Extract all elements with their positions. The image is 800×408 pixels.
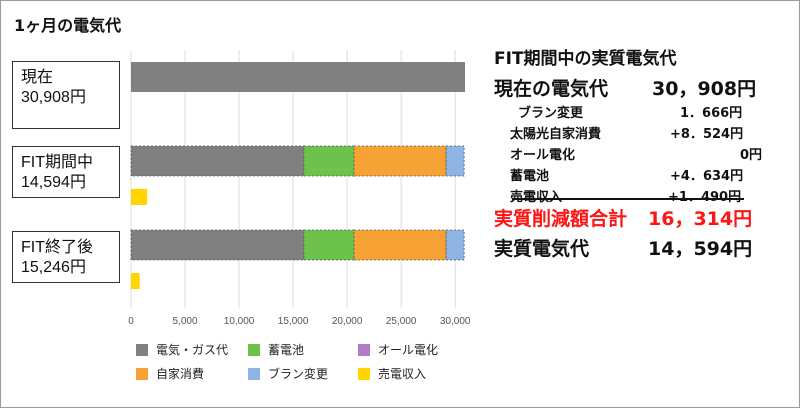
total-reduction-row: 実質削減額合計 16，314円 bbox=[494, 204, 794, 230]
adjustment-item: オール電化 0円 bbox=[510, 144, 770, 164]
net-cost-label: 実質電気代 bbox=[494, 238, 590, 260]
x-tick-label: 20,000 bbox=[332, 316, 363, 327]
category-box-fit-period-value: 14,594円 bbox=[21, 174, 86, 191]
category-box-current: 現在 30,908円 bbox=[12, 61, 120, 129]
bar-segment bbox=[131, 189, 148, 205]
adjustment-item-label: 蓄電池 bbox=[510, 169, 550, 184]
x-tick-label: 30,000 bbox=[440, 316, 471, 327]
x-tick-label: 25,000 bbox=[386, 316, 417, 327]
category-box-fit-end-name: FIT終了後 bbox=[21, 239, 93, 256]
x-tick-label: 10,000 bbox=[224, 316, 255, 327]
bar-segment bbox=[131, 273, 140, 289]
legend-label: 自家消費 bbox=[156, 367, 205, 381]
adjustment-item: 売電収入 +1．490円 bbox=[510, 186, 770, 206]
bar-segment bbox=[130, 145, 305, 177]
legend-item: 蓄電池 bbox=[248, 342, 304, 358]
bars bbox=[130, 62, 466, 289]
legend-item: 電気・ガス代 bbox=[136, 342, 228, 358]
bar-segment bbox=[130, 229, 305, 261]
bar-segment bbox=[445, 229, 465, 261]
x-tick-label: 15,000 bbox=[278, 316, 309, 327]
legend-swatch bbox=[358, 344, 370, 356]
current-cost-value: 30，908円 bbox=[652, 78, 757, 100]
category-box-fit-period: FIT期間中 14,594円 bbox=[12, 146, 120, 198]
legend-label: オール電化 bbox=[378, 343, 439, 357]
bar-segment bbox=[353, 229, 447, 261]
legend-item: ブラン変更 bbox=[248, 366, 328, 382]
legend-label: 電気・ガス代 bbox=[156, 343, 229, 357]
category-box-fit-end-value: 15,246円 bbox=[21, 259, 86, 276]
sum-line bbox=[512, 198, 744, 200]
adjustment-item-label: オール電化 bbox=[510, 148, 576, 163]
adjustment-item-label: 売電収入 bbox=[510, 190, 563, 205]
category-box-fit-end: FIT終了後 15,246円 bbox=[12, 231, 120, 283]
adjustment-item-label: 太陽光自家消費 bbox=[510, 127, 602, 142]
legend-label: 売電収入 bbox=[378, 367, 427, 381]
legend-swatch bbox=[136, 344, 148, 356]
current-cost-row: 現在の電気代 30，908円 bbox=[494, 74, 794, 100]
total-reduction-label: 実質削減額合計 bbox=[494, 208, 628, 230]
legend-item: 自家消費 bbox=[136, 366, 204, 382]
legend-swatch bbox=[136, 368, 148, 380]
x-tick-label: 0 bbox=[128, 316, 134, 327]
adjustment-item: 蓄電池 +4．634円 bbox=[510, 165, 770, 185]
legend-item: オール電化 bbox=[358, 342, 438, 358]
bar-segment bbox=[131, 62, 466, 92]
net-cost-row: 実質電気代 14，594円 bbox=[494, 234, 794, 260]
legend-swatch bbox=[358, 368, 370, 380]
legend-swatch bbox=[248, 344, 260, 356]
bar-segment bbox=[445, 145, 465, 177]
net-cost-value: 14，594円 bbox=[648, 238, 753, 260]
bar-segment bbox=[303, 145, 355, 177]
legend-swatch bbox=[248, 368, 260, 380]
adjustment-item: 太陽光自家消費 +8．524円 bbox=[510, 123, 770, 143]
adjustment-item-value: 0円 bbox=[740, 148, 763, 163]
adjustment-item-value: +1．490円 bbox=[668, 190, 742, 205]
category-box-fit-period-name: FIT期間中 bbox=[21, 154, 93, 171]
category-box-current-value: 30,908円 bbox=[21, 89, 86, 106]
bar-segment bbox=[303, 229, 355, 261]
legend-item: 売電収入 bbox=[358, 366, 426, 382]
gridlines bbox=[130, 50, 456, 308]
legend-label: ブラン変更 bbox=[268, 367, 329, 381]
total-reduction-value: 16，314円 bbox=[648, 208, 753, 230]
x-tick-label: 5,000 bbox=[173, 316, 198, 327]
adjustment-item-value: +4．634円 bbox=[670, 169, 744, 184]
adjustment-item: ブラン変更 1．666円 bbox=[510, 102, 770, 122]
adjustment-item-label: ブラン変更 bbox=[518, 106, 584, 121]
bar-segment bbox=[353, 145, 447, 177]
x-axis-ticks: 0 5,000 10,000 15,000 20,000 25,000 30,000 bbox=[128, 316, 471, 327]
category-box-current-name: 現在 bbox=[21, 69, 54, 86]
current-cost-label: 現在の電気代 bbox=[494, 78, 609, 100]
panel-heading: FIT期間中の実質電気代 bbox=[494, 49, 677, 69]
adjustment-item-value: +8．524円 bbox=[670, 127, 744, 142]
adjustment-item-value: 1．666円 bbox=[680, 106, 743, 121]
figure-title: 1ヶ月の電気代 bbox=[14, 16, 122, 35]
legend-label: 蓄電池 bbox=[268, 343, 305, 357]
